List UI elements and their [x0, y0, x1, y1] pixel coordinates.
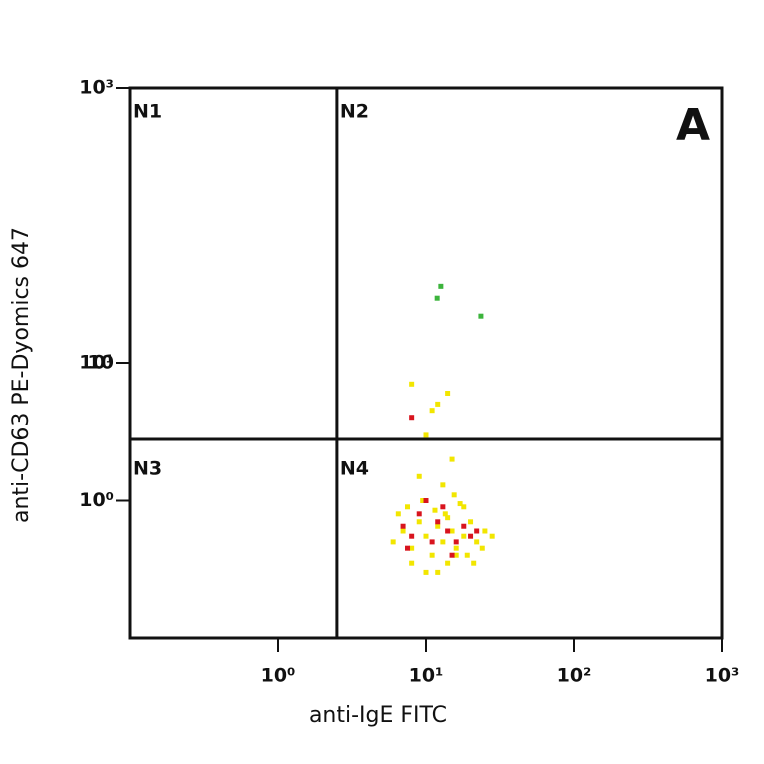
dot [461, 504, 467, 510]
dot [471, 560, 477, 566]
quadrant-label: N4 [340, 458, 369, 480]
dot [435, 569, 441, 575]
dot [453, 545, 459, 551]
dot [416, 511, 422, 517]
dot [461, 533, 467, 539]
dot [449, 456, 455, 462]
dot [445, 391, 451, 397]
x-axis-label: anti-IgE FITC [309, 703, 447, 728]
quadrant-label: N2 [340, 101, 369, 123]
dot [440, 482, 446, 488]
y-tick-label: 10¹ [79, 352, 114, 374]
dot [400, 528, 406, 534]
dot [409, 381, 415, 387]
y-tick-label: 10³ [79, 77, 114, 99]
dot [390, 539, 396, 545]
dot [478, 313, 484, 319]
dot [435, 519, 441, 525]
dot [432, 507, 438, 513]
dot [435, 401, 441, 407]
dot [438, 283, 444, 289]
dot [395, 511, 401, 517]
x-tick-label: 10¹ [409, 665, 444, 687]
dot [409, 415, 415, 421]
dot [453, 552, 459, 558]
dot [409, 533, 415, 539]
dot [416, 519, 422, 525]
dot [482, 528, 488, 534]
dot [449, 552, 455, 558]
dot [489, 533, 495, 539]
dot [468, 519, 474, 525]
quadrant-label: N3 [133, 458, 162, 480]
dot [449, 528, 455, 534]
dot [468, 533, 474, 539]
dot [435, 523, 441, 529]
dot [423, 498, 429, 503]
plot-frame [128, 86, 724, 640]
dot [479, 545, 485, 551]
dot [429, 539, 435, 545]
y-tick-label: 10⁰ [79, 489, 114, 511]
dot [474, 528, 480, 534]
dot [409, 545, 415, 551]
x-tick-label: 10² [557, 665, 592, 687]
x-tick-label: 10³ [705, 665, 740, 687]
dot [440, 539, 446, 545]
dot [451, 492, 457, 498]
dot [429, 408, 435, 414]
dot [440, 504, 446, 510]
y-tick-label: 10 [88, 352, 114, 374]
dot [423, 569, 429, 575]
dot [464, 552, 470, 558]
dot [400, 523, 406, 529]
dot [442, 511, 448, 517]
dot [409, 560, 415, 566]
dot [453, 539, 459, 545]
panel-label: A [676, 100, 710, 151]
dot [429, 552, 435, 558]
dot [445, 528, 451, 534]
y-axis-label: anti-CD63 PE-Dyomics 647 [9, 227, 34, 523]
dot [420, 498, 426, 503]
dot [416, 473, 422, 479]
dot [445, 560, 451, 566]
dot [461, 523, 467, 529]
x-tick-label: 10⁰ [261, 665, 296, 687]
dot [423, 533, 429, 539]
dot [445, 515, 451, 521]
dot [434, 295, 440, 301]
dot [457, 501, 463, 507]
dot [423, 432, 429, 438]
dot [474, 539, 480, 545]
dot [405, 545, 411, 551]
dot [405, 504, 411, 510]
quadrant-label: N1 [133, 101, 162, 123]
